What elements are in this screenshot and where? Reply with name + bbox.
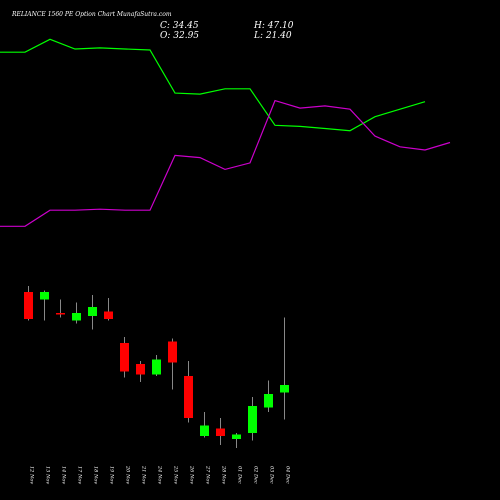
candle bbox=[232, 433, 241, 448]
candlestick-series bbox=[24, 286, 289, 448]
x-axis-tick-labels: 12 Nov 13 Nov 14 Nov 17 Nov 18 Nov 19 Nov 20 N… bbox=[29, 465, 291, 484]
candle bbox=[248, 397, 257, 441]
candle-body bbox=[232, 434, 241, 439]
x-tick-label: 01 Dec bbox=[237, 466, 243, 484]
candle bbox=[280, 317, 289, 420]
candle bbox=[136, 361, 145, 382]
candle bbox=[184, 361, 193, 423]
x-tick-label: 19 Nov bbox=[109, 466, 115, 484]
candle-body bbox=[152, 359, 161, 375]
candle bbox=[24, 286, 33, 321]
x-tick-label: 24 Nov bbox=[157, 465, 163, 484]
candle-body bbox=[136, 364, 145, 375]
candle-body bbox=[184, 376, 193, 418]
close-value: C: 34.45 bbox=[160, 21, 199, 31]
candle bbox=[152, 355, 161, 376]
candle bbox=[216, 418, 225, 445]
candle-body bbox=[56, 313, 65, 315]
x-tick-label: 03 Dec bbox=[269, 466, 275, 484]
x-tick-label: 27 Nov bbox=[205, 465, 211, 484]
low-value: L: 21.40 bbox=[253, 31, 292, 41]
candle bbox=[88, 295, 97, 330]
candle-body bbox=[264, 394, 273, 408]
candle bbox=[40, 290, 49, 321]
x-tick-label: 04 Dec bbox=[285, 466, 291, 484]
x-tick-label: 17 Nov bbox=[77, 466, 83, 484]
candle-body bbox=[72, 313, 81, 321]
candle bbox=[104, 298, 113, 321]
x-tick-label: 21 Nov bbox=[141, 465, 147, 484]
candle bbox=[200, 412, 209, 438]
candle-body bbox=[248, 406, 257, 433]
candle-body bbox=[104, 311, 113, 319]
x-tick-label: 13 Nov bbox=[45, 466, 51, 484]
x-tick-label: 14 Nov bbox=[61, 466, 67, 484]
indicator-lines bbox=[0, 38, 451, 227]
candle-body bbox=[40, 292, 49, 300]
candle-body bbox=[168, 341, 177, 363]
open-value: O: 32.95 bbox=[160, 31, 199, 41]
candle bbox=[120, 337, 129, 378]
candle bbox=[72, 302, 81, 324]
x-tick-label: 18 Nov bbox=[93, 466, 99, 484]
candle-body bbox=[216, 428, 225, 436]
candle-body bbox=[200, 425, 209, 436]
x-tick-label: 20 Nov bbox=[125, 465, 131, 484]
x-tick-label: 25 Nov bbox=[173, 465, 179, 484]
candle-body bbox=[280, 385, 289, 393]
candle-body bbox=[120, 343, 129, 372]
x-tick-label: 02 Dec bbox=[253, 466, 259, 484]
x-tick-label: 26 Nov bbox=[189, 465, 195, 484]
candle-body bbox=[24, 292, 33, 319]
candle bbox=[56, 299, 65, 318]
green-indicator-line bbox=[0, 38, 426, 132]
candle bbox=[264, 380, 273, 412]
x-tick-label: 28 Nov bbox=[221, 465, 227, 484]
x-tick-label: 12 Nov bbox=[29, 466, 35, 484]
candle bbox=[168, 338, 177, 390]
candle-body bbox=[88, 307, 97, 316]
high-value: H: 47.10 bbox=[253, 21, 294, 31]
chart-title: RELIANCE 1560 PE Option Chart MunafaSutr… bbox=[11, 11, 172, 18]
magenta-indicator-line bbox=[0, 99, 451, 227]
